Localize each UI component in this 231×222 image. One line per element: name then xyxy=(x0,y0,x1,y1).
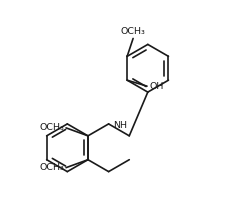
Text: OCH₃: OCH₃ xyxy=(39,163,64,172)
Text: NH: NH xyxy=(113,121,127,130)
Text: OH: OH xyxy=(148,82,163,91)
Text: OCH₃: OCH₃ xyxy=(39,123,64,132)
Text: OCH₃: OCH₃ xyxy=(120,28,145,36)
